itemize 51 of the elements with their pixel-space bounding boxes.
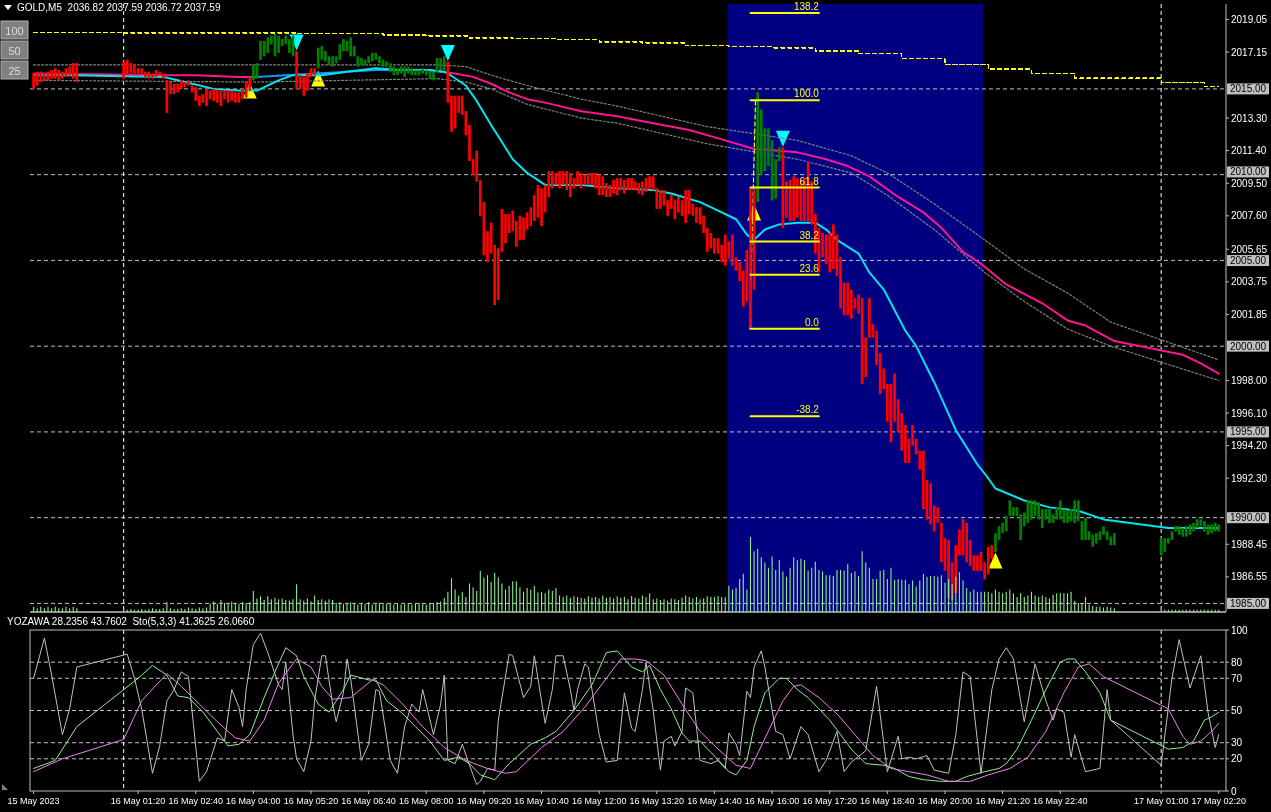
button: 50 (0, 40, 29, 60)
x-tick-label: 17 May 02:20 (1191, 796, 1247, 807)
series-label: -38.2 (796, 404, 820, 416)
x-tick-label: 16 May 12:00 (571, 796, 627, 807)
y-tick-label: 70 (1231, 672, 1243, 684)
x-tick-label: 16 May 13:20 (629, 796, 685, 807)
button: 100 (0, 20, 29, 40)
button: 25 (0, 60, 29, 80)
x-tick-label: 16 May 08:00 (398, 796, 454, 807)
chart-title: GOLD,M5 2036.82 2037.59 2036.72 2037.59 (17, 2, 221, 13)
y-tick-label: 2011.40 (1231, 145, 1267, 157)
y-tick-label: 2003.75 (1231, 276, 1268, 288)
x-tick-label: 16 May 14:40 (687, 796, 742, 807)
x-tick-label: 16 May 05:20 (283, 796, 339, 807)
y-tick-label: 1988.45 (1231, 538, 1268, 550)
x-tick-label: 15 May 2023 (7, 796, 60, 807)
series-label: 138.2 (793, 0, 820, 12)
x-tick-label: 16 May 01:20 (110, 796, 166, 807)
x-tick-label: 16 May 04:00 (226, 796, 281, 807)
x-tick-label: 16 May 10:40 (514, 796, 569, 807)
y-tick-label: 1994.20 (1231, 440, 1268, 452)
series-label: 0.0 (805, 316, 820, 328)
y-tick-label: 2017.15 (1231, 46, 1268, 58)
y-tick-label: 30 (1231, 737, 1243, 749)
x-tick-label: 16 May 09:20 (456, 796, 512, 807)
series-label: 100.0 (793, 88, 820, 100)
y-tick-label: 100 (1231, 624, 1249, 636)
x-tick-label: 16 May 22:40 (1033, 796, 1088, 807)
y-tick-label: 1996.10 (1231, 407, 1268, 419)
y-tick-label: 1998.00 (1231, 374, 1268, 386)
chart-title: YOZAWA 28.2356 43.7602 Sto(5,3,3) 41.3625 26.0660 (7, 616, 255, 627)
x-tick-label: 17 May 01:00 (1133, 796, 1189, 807)
y-tick-label: 2001.85 (1231, 308, 1268, 320)
y-tick-label: 50 (1231, 705, 1243, 716)
x-tick-label: 16 May 16:00 (744, 796, 800, 807)
y-tick-label: 20 (1231, 753, 1243, 765)
x-tick-label: 16 May 21:20 (975, 796, 1030, 807)
x-tick-label: 16 May 18:40 (860, 796, 915, 807)
y-tick-label: 1992.30 (1231, 472, 1268, 484)
y-tick-label: 2009.50 (1231, 177, 1268, 189)
y-tick-label: 80 (1231, 656, 1243, 668)
x-tick-label: 16 May 17:20 (802, 796, 858, 807)
y-tick-label: 2007.60 (1231, 210, 1268, 222)
y-tick-label: 2005.65 (1231, 243, 1268, 255)
y-tick-label: 1986.55 (1231, 571, 1268, 583)
x-tick-label: 16 May 06:40 (341, 796, 396, 807)
x-tick-label: 16 May 20:00 (917, 796, 973, 807)
y-tick-label: 2019.05 (1231, 13, 1268, 25)
y-tick-label: 0 (1231, 785, 1237, 797)
y-tick-label: 2013.30 (1231, 112, 1268, 124)
x-tick-label: 16 May 02:40 (168, 796, 223, 807)
